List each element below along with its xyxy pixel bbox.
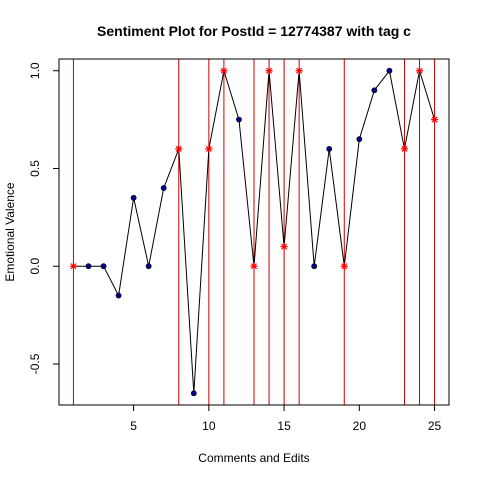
x-axis: 5 10 15 20 25 [130, 405, 441, 433]
comment-point-7 [161, 185, 166, 190]
comment-point-18 [327, 146, 332, 151]
x-tick-label-10: 10 [202, 419, 216, 433]
edit-point-14 [265, 67, 272, 74]
edit-point-13 [250, 263, 257, 270]
y-tick-label-1: 0.0 [28, 258, 42, 275]
comment-point-12 [236, 117, 241, 122]
x-tick-label-5: 5 [130, 419, 137, 433]
y-tick-label-3: 1.0 [28, 62, 42, 79]
comment-point-6 [146, 264, 151, 269]
edit-point-16 [296, 67, 303, 74]
edit-point-11 [220, 67, 227, 74]
y-axis-label: Emotional Valence [3, 182, 17, 281]
comment-point-4 [116, 293, 121, 298]
comment-point-3 [101, 264, 106, 269]
x-tick-label-20: 20 [353, 419, 367, 433]
comment-point-20 [357, 137, 362, 142]
y-tick-label-2: 0.5 [28, 160, 42, 177]
comment-point-2 [86, 264, 91, 269]
y-tick-label-0: -0.5 [28, 353, 42, 374]
edit-point-10 [205, 145, 212, 152]
vertical-markers [73, 59, 434, 405]
x-tick-label-15: 15 [277, 419, 291, 433]
comment-point-9 [191, 391, 196, 396]
chart-title: Sentiment Plot for PostId = 12774387 wit… [97, 23, 411, 39]
edit-point-25 [431, 116, 438, 123]
x-tick-label-25: 25 [428, 419, 442, 433]
edit-point-8 [175, 145, 182, 152]
comment-point-17 [312, 264, 317, 269]
edit-point-1 [70, 263, 77, 270]
comment-point-5 [131, 195, 136, 200]
y-axis: -0.5 0.0 0.5 1.0 [28, 62, 59, 374]
edit-point-15 [280, 243, 287, 250]
x-axis-label: Comments and Edits [198, 451, 309, 465]
comment-point-22 [387, 68, 392, 73]
edit-point-23 [401, 145, 408, 152]
edit-point-19 [341, 263, 348, 270]
edit-point-24 [416, 67, 423, 74]
comment-point-21 [372, 88, 377, 93]
